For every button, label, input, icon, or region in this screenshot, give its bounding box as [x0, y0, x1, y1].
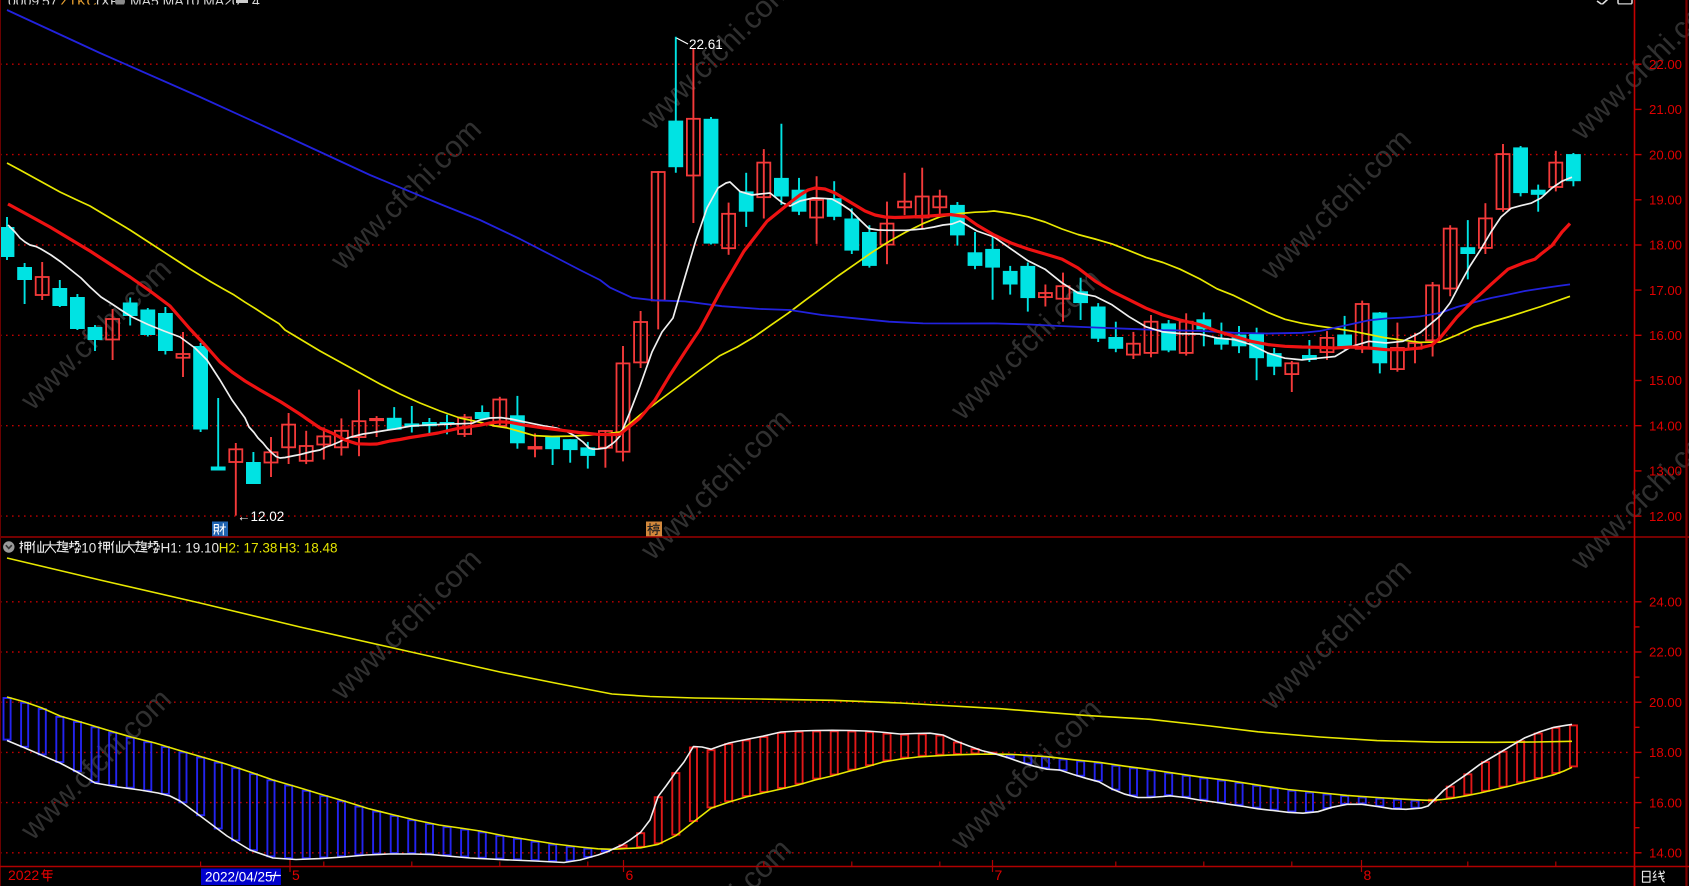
svg-text:ZTKC: ZTKC: [60, 0, 97, 9]
svg-text:16.00: 16.00: [1649, 328, 1682, 343]
svg-text:MA5 MA10 MA20: MA5 MA10 MA20: [130, 0, 240, 9]
svg-text:57: 57: [42, 0, 58, 9]
svg-text:22.00: 22.00: [1649, 57, 1682, 72]
svg-text:←12.02: ←12.02: [237, 509, 284, 524]
svg-text:12.00: 12.00: [1649, 509, 1682, 524]
svg-text:6: 6: [626, 867, 634, 883]
svg-text:5: 5: [292, 867, 300, 883]
svg-text:2022/04/25/: 2022/04/25/: [205, 870, 277, 885]
svg-text:4: 4: [252, 0, 260, 9]
svg-text:8: 8: [1364, 867, 1372, 883]
svg-text:(XR): (XR): [96, 0, 125, 9]
svg-text:15.00: 15.00: [1649, 373, 1682, 388]
svg-text:14.00: 14.00: [1649, 418, 1682, 433]
svg-text:14.00: 14.00: [1649, 846, 1682, 861]
svg-text:19.00: 19.00: [1649, 193, 1682, 208]
svg-text:13.00: 13.00: [1649, 464, 1682, 479]
svg-text:17.00: 17.00: [1649, 283, 1682, 298]
svg-text:10: 10: [81, 541, 96, 556]
svg-text:20.00: 20.00: [1649, 147, 1682, 162]
svg-text:7: 7: [995, 867, 1003, 883]
svg-text:21.00: 21.00: [1649, 102, 1682, 117]
svg-text:18.00: 18.00: [1649, 238, 1682, 253]
svg-text:24.00: 24.00: [1649, 595, 1682, 610]
svg-text:H2: 17.38: H2: 17.38: [219, 541, 278, 556]
svg-text:16.00: 16.00: [1649, 795, 1682, 810]
svg-text:H3: 18.48: H3: 18.48: [279, 541, 338, 556]
svg-text:0009: 0009: [8, 0, 39, 9]
svg-text:20.00: 20.00: [1649, 695, 1682, 710]
svg-text:22.00: 22.00: [1649, 645, 1682, 660]
svg-text:18.00: 18.00: [1649, 745, 1682, 760]
svg-text:22.61: 22.61: [689, 37, 723, 52]
svg-text:H1: 19.10: H1: 19.10: [161, 541, 220, 556]
svg-text:2022: 2022: [8, 867, 39, 883]
